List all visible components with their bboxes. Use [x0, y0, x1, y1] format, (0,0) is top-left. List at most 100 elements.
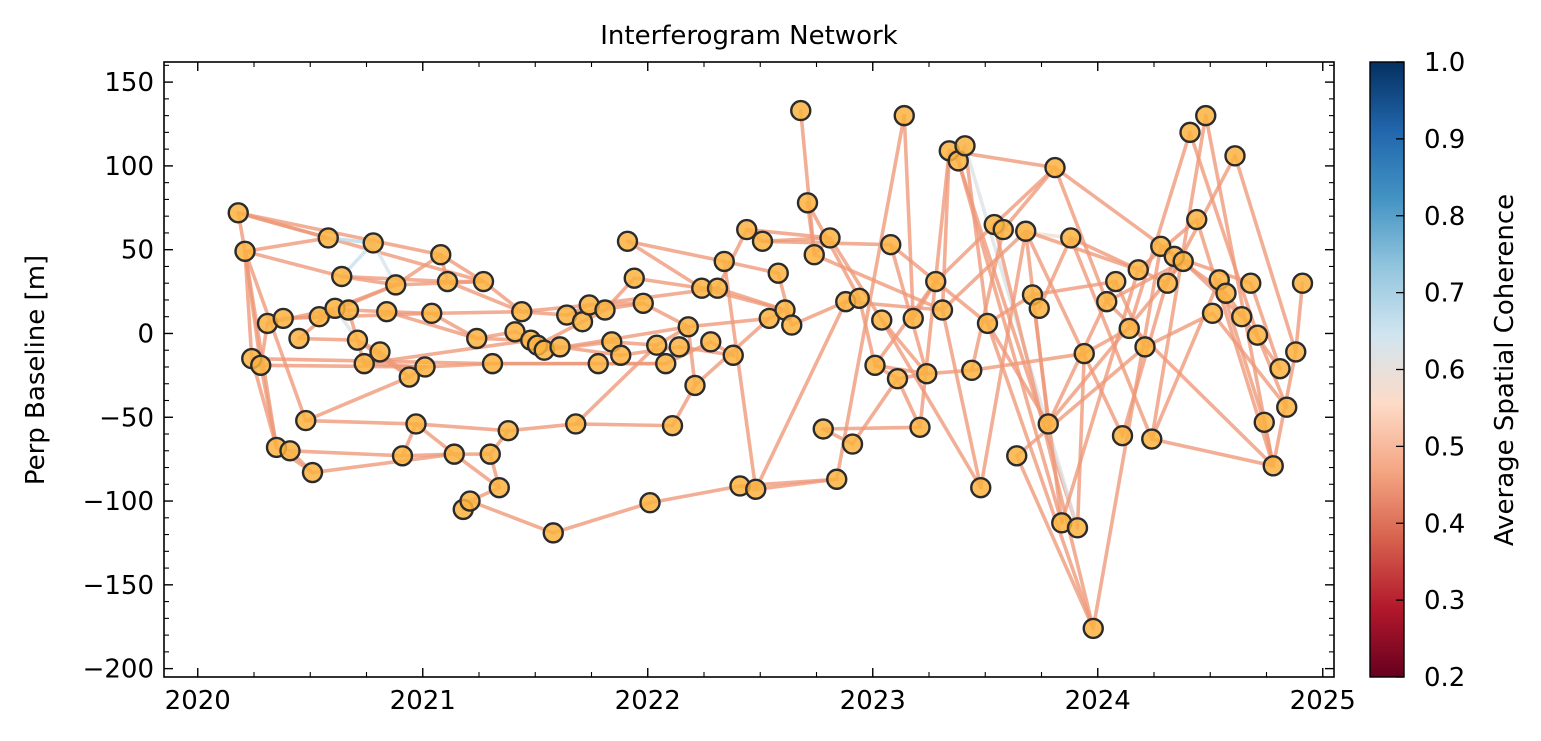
- network-edge: [243, 236, 331, 254]
- acquisition-node: [1285, 341, 1307, 363]
- network-edge: [1149, 113, 1208, 441]
- acquisition-node: [511, 300, 533, 323]
- acquisition-node: [961, 359, 983, 382]
- acquisition-node: [1246, 324, 1269, 346]
- x-tick-label: 2023: [840, 686, 906, 716]
- acquisition-node: [713, 250, 735, 273]
- acquisition-node: [826, 468, 848, 490]
- acquisition-node: [841, 433, 864, 455]
- network-edge: [1248, 281, 1282, 371]
- colorbar-tick-label: 0.5: [1424, 432, 1465, 462]
- acquisition-node: [1253, 411, 1275, 433]
- acquisition-node: [623, 267, 645, 289]
- acquisition-node: [279, 440, 301, 462]
- network-edge: [969, 227, 1006, 373]
- acquisition-node: [398, 366, 420, 388]
- network-edge: [805, 200, 862, 301]
- network-edge: [879, 318, 929, 376]
- acquisition-node: [369, 341, 391, 363]
- network-edge: [978, 229, 1028, 490]
- nodes-layer: [227, 99, 1314, 640]
- network-edge: [519, 303, 592, 314]
- y-tick-label: 100: [104, 152, 154, 182]
- acquisition-node: [1037, 413, 1059, 435]
- network-edge: [1030, 293, 1064, 525]
- acquisition-node: [362, 232, 384, 254]
- acquisition-node: [700, 331, 722, 353]
- acquisition-node: [436, 270, 459, 293]
- network-edge: [963, 143, 990, 326]
- x-tick-label: 2025: [1290, 686, 1356, 716]
- acquisition-node: [317, 227, 339, 249]
- acquisition-node: [1082, 617, 1104, 640]
- acquisition-node: [1134, 336, 1156, 358]
- colorbar-tick-label: 0.8: [1424, 202, 1465, 232]
- acquisition-node: [970, 476, 992, 499]
- x-tick-label: 2022: [615, 686, 681, 716]
- acquisition-node: [1006, 445, 1028, 467]
- acquisition-node: [488, 476, 510, 499]
- y-axis-label: Perp Baseline [m]: [21, 255, 51, 485]
- acquisition-node: [421, 302, 443, 325]
- acquisition-node: [871, 309, 893, 331]
- acquisition-node: [594, 299, 616, 321]
- acquisition-node: [481, 352, 504, 375]
- acquisition-node: [430, 244, 452, 266]
- network-edge: [753, 477, 839, 492]
- x-tick-label: 2024: [1065, 686, 1131, 716]
- network-edge: [834, 113, 907, 482]
- acquisition-node: [646, 334, 668, 356]
- acquisition-node: [655, 352, 677, 375]
- network-edge: [632, 276, 704, 291]
- acquisition-node: [331, 265, 353, 288]
- network-edge: [551, 500, 652, 535]
- colorbar-tick-label: 0.6: [1424, 356, 1465, 386]
- acquisition-node: [1028, 297, 1050, 320]
- network-edge: [625, 239, 704, 291]
- acquisition-node: [668, 336, 690, 358]
- acquisition-node: [925, 270, 947, 293]
- network-edge: [310, 452, 457, 475]
- network-edge: [1127, 130, 1192, 331]
- network-edge: [288, 448, 405, 458]
- network-edge: [648, 484, 742, 505]
- network-edge: [940, 229, 1028, 312]
- network-edge: [236, 211, 486, 284]
- acquisition-node: [616, 230, 639, 253]
- network-edge: [1233, 154, 1298, 354]
- edges-layer: [236, 108, 1305, 631]
- acquisition-node: [497, 419, 519, 442]
- network-edge: [625, 239, 727, 264]
- acquisition-node: [466, 327, 488, 350]
- acquisition-node: [1118, 317, 1140, 340]
- acquisition-node: [1127, 259, 1149, 281]
- acquisition-node: [1060, 227, 1082, 249]
- acquisition-node: [272, 307, 294, 330]
- acquisition-node: [722, 344, 744, 366]
- acquisition-node: [909, 416, 931, 439]
- network-edge: [303, 418, 418, 426]
- acquisition-node: [1111, 424, 1134, 447]
- network-edge: [1188, 130, 1260, 337]
- acquisition-node: [295, 409, 317, 432]
- acquisition-node: [1156, 272, 1179, 294]
- acquisition-node: [227, 202, 249, 224]
- acquisition-node: [736, 218, 758, 241]
- network-edge: [1037, 236, 1073, 311]
- acquisition-node: [1201, 302, 1224, 325]
- colorbar-tick-label: 0.9: [1424, 125, 1465, 155]
- acquisition-node: [1179, 121, 1201, 144]
- y-tick-label: −150: [83, 571, 154, 601]
- acquisition-node: [893, 104, 915, 127]
- acquisition-node: [767, 262, 789, 284]
- acquisition-node: [1186, 208, 1208, 231]
- network-edge: [243, 249, 344, 279]
- acquisition-node: [639, 492, 661, 514]
- network-edge: [258, 363, 279, 450]
- acquisition-node: [902, 307, 924, 330]
- network-edge: [1181, 259, 1244, 319]
- colorbar-tick-label: 0.7: [1424, 279, 1465, 309]
- y-tick-label: −100: [83, 487, 154, 517]
- network-edge: [722, 259, 758, 492]
